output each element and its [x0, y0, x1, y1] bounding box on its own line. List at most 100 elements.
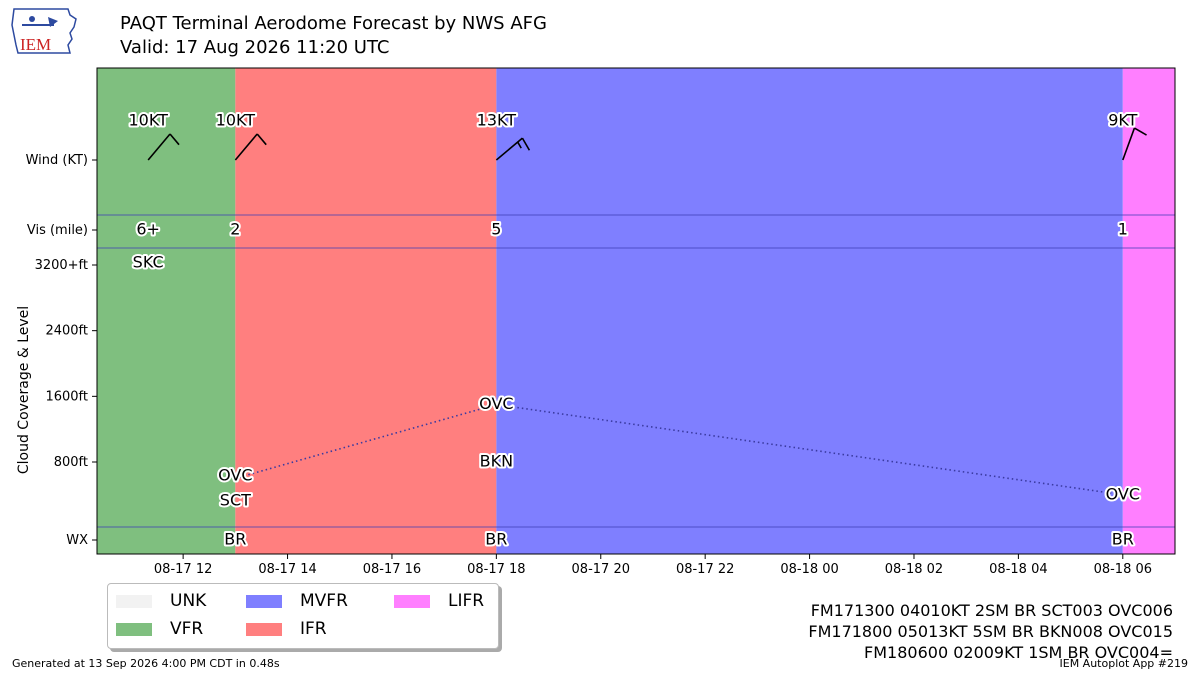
- wind-barb-half-flag: [517, 141, 522, 149]
- y-axis-label: Cloud Coverage & Level: [16, 306, 32, 474]
- wind-speed-label: 10KT: [128, 111, 168, 130]
- iem-logo: IEM: [11, 8, 77, 54]
- cloud-cover-label-halo: OVC: [1106, 484, 1140, 503]
- visibility-label: 6+: [136, 220, 160, 239]
- legend: UNK VFR MVFR IFR LIFR: [107, 583, 499, 649]
- weather-label-halo: BR: [224, 530, 246, 549]
- wind-barbs: [147, 127, 1147, 161]
- x-tick-label: 08-18 02: [885, 562, 943, 577]
- x-tick-label: 08-17 22: [676, 562, 734, 577]
- visibility-label-halo: 6+: [136, 220, 160, 239]
- cloud-cover-label-halo: OVC: [218, 466, 252, 485]
- y-tick-label: WX: [66, 533, 88, 548]
- weather-label: BR: [224, 530, 246, 549]
- y-tick-label: 2400ft: [45, 324, 88, 339]
- legend-swatch-mvfr: [246, 594, 282, 608]
- app-note: IEM Autoplot App #219: [1059, 657, 1189, 670]
- wind-barb-flag: [256, 133, 267, 146]
- cloud-cover-label: BKN: [480, 452, 513, 471]
- chart-subtitle: Valid: 17 Aug 2026 11:20 UTC: [120, 37, 390, 58]
- visibility-label: 1: [1118, 220, 1128, 239]
- y-tick-label: 800ft: [54, 455, 88, 470]
- cloud-cover-label: OVC: [1106, 484, 1140, 503]
- taf-chart: 10KT10KT6+6+SKCSKC10KT10KT22BRBRSCTSCTOV…: [16, 67, 1176, 577]
- cloud-cover-label: OVC: [218, 466, 252, 485]
- cloud-cover-label-halo: BKN: [480, 452, 513, 471]
- category-band-ifr: [235, 68, 497, 554]
- legend-swatch-unk: [116, 594, 152, 608]
- wind-barb-staff: [495, 137, 523, 161]
- wind-speed-label-halo: 10KT: [216, 111, 256, 130]
- x-tick-label: 08-18 00: [780, 562, 838, 577]
- wind-speed-label: 10KT: [216, 111, 256, 130]
- wind-barb-flag: [1134, 127, 1147, 136]
- ceiling-line-path: [235, 403, 1123, 496]
- logo-text: IEM: [20, 35, 51, 54]
- category-bands: [97, 68, 1175, 554]
- y-tick-label: 1600ft: [45, 389, 88, 404]
- cloud-cover-label-halo: OVC: [479, 394, 513, 413]
- legend-label-vfr: VFR: [170, 619, 204, 639]
- visibility-label-halo: 5: [491, 220, 501, 239]
- x-tick-label: 08-17 14: [258, 562, 316, 577]
- category-band-mvfr: [496, 68, 1123, 554]
- x-tick-label: 08-18 06: [1094, 562, 1152, 577]
- taf-line: FM180600 02009KT 1SM BR OVC004=: [864, 643, 1173, 662]
- x-tick-label: 08-17 18: [467, 562, 525, 577]
- legend-item-mvfr: MVFR: [246, 591, 348, 611]
- x-tick-label: 08-17 12: [154, 562, 212, 577]
- legend-label-ifr: IFR: [300, 619, 327, 639]
- taf-text: FM171300 04010KT 2SM BR SCT003 OVC006 FM1…: [808, 600, 1173, 663]
- row-dividers: [97, 214, 1175, 528]
- taf-line: FM171300 04010KT 2SM BR SCT003 OVC006: [810, 601, 1173, 620]
- weather-label-halo: BR: [485, 530, 507, 549]
- legend-item-unk: UNK: [116, 591, 206, 611]
- weather-label-halo: BR: [1112, 530, 1134, 549]
- wind-speed-label-halo: 9KT: [1108, 111, 1137, 130]
- wind-speed-label-halo: 13KT: [477, 111, 517, 130]
- wind-barb-staff: [234, 133, 258, 161]
- wind-barb-staff: [147, 133, 171, 161]
- y-tick-label: Wind (KT): [26, 153, 88, 168]
- x-tick-label: 08-17 16: [363, 562, 421, 577]
- wind-barb-flag: [521, 137, 531, 151]
- chart-title: PAQT Terminal Aerodome Forecast by NWS A…: [120, 13, 547, 34]
- legend-swatch-ifr: [246, 622, 282, 636]
- plot-frame: [96, 67, 1176, 555]
- legend-item-ifr: IFR: [246, 619, 327, 639]
- weather-label: BR: [1112, 530, 1134, 549]
- x-tick-label: 08-17 20: [572, 562, 630, 577]
- legend-item-vfr: VFR: [116, 619, 203, 639]
- wind-speed-label-halo: 10KT: [128, 111, 168, 130]
- category-band-lifr: [1122, 68, 1175, 554]
- wind-speed-label: 9KT: [1108, 111, 1137, 130]
- category-band-vfr: [97, 68, 236, 554]
- legend-label-mvfr: MVFR: [300, 591, 348, 611]
- cloud-cover-label: OVC: [479, 394, 513, 413]
- wind-barb-flag: [169, 133, 180, 146]
- text-marks: 10KT10KT6+6+SKCSKC10KT10KT22BRBRSCTSCTOV…: [126, 109, 1142, 551]
- wind-speed-label: 13KT: [477, 111, 517, 130]
- visibility-label: 5: [491, 220, 501, 239]
- taf-line: FM171800 05013KT 5SM BR BKN008 OVC015: [808, 622, 1173, 641]
- legend-label-lifr: LIFR: [448, 591, 485, 611]
- visibility-label: 2: [230, 220, 240, 239]
- weather-label: BR: [485, 530, 507, 549]
- y-tick-label: Vis (mile): [27, 223, 88, 238]
- wind-barb-staff: [1122, 127, 1136, 161]
- x-tick-label: 08-18 04: [989, 562, 1047, 577]
- legend-swatch-vfr: [116, 622, 152, 636]
- legend-swatch-lifr: [394, 594, 430, 608]
- visibility-label-halo: 2: [230, 220, 240, 239]
- cloud-cover-label: SCT: [220, 491, 251, 510]
- ceiling-line: [235, 403, 1123, 496]
- visibility-label-halo: 1: [1118, 220, 1128, 239]
- cloud-cover-label: SKC: [133, 253, 164, 272]
- axes: 08-17 12 08-17 14 08-17 16 08-17 18 08-17 20…: [16, 153, 1152, 577]
- generated-note: Generated at 13 Sep 2026 4:00 PM CDT in …: [12, 657, 280, 670]
- y-tick-label: 3200+ft: [35, 258, 88, 273]
- legend-label-unk: UNK: [170, 591, 207, 611]
- legend-item-lifr: LIFR: [394, 591, 484, 611]
- cloud-cover-label-halo: SCT: [220, 491, 251, 510]
- cloud-cover-label-halo: SKC: [133, 253, 164, 272]
